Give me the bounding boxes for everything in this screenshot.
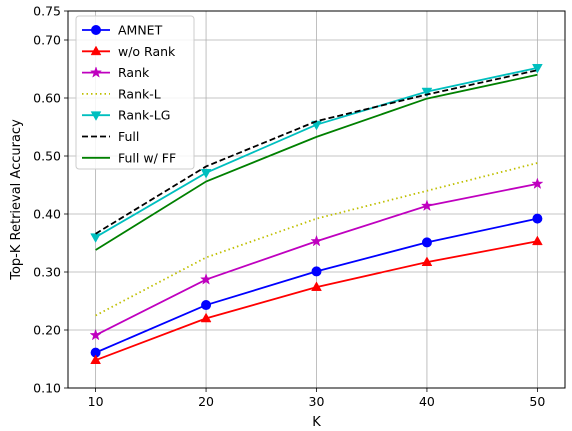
legend-label-rank-l: Rank-L xyxy=(118,86,161,101)
y-tick-label: 0.75 xyxy=(33,4,61,19)
data-point-amnet xyxy=(533,214,542,223)
y-tick-label: 0.40 xyxy=(33,207,61,222)
y-tick-label: 0.20 xyxy=(33,323,61,338)
legend-marker-amnet xyxy=(92,26,101,35)
x-tick-label: 10 xyxy=(88,394,104,409)
x-tick-label: 20 xyxy=(198,394,214,409)
y-tick-label: 0.50 xyxy=(33,149,61,164)
data-point-rank-lg xyxy=(201,169,211,178)
y-tick-label: 0.10 xyxy=(33,381,61,396)
x-tick-label: 50 xyxy=(529,394,545,409)
x-tick-label: 40 xyxy=(419,394,435,409)
data-point-amnet xyxy=(202,301,211,310)
y-tick-label: 0.30 xyxy=(33,265,61,280)
legend-label-amnet: AMNET xyxy=(118,23,163,38)
x-axis-label: K xyxy=(312,415,321,430)
legend-label-full-w-ff: Full w/ FF xyxy=(118,150,176,165)
y-tick-label: 0.70 xyxy=(33,33,61,48)
y-tick-label: 0.60 xyxy=(33,91,61,106)
legend: AMNET w/o Rank Rank Rank-L Rank-LG Full Full w… xyxy=(76,16,194,169)
legend-label-rank-lg: Rank-LG xyxy=(118,108,170,123)
legend-label-full: Full xyxy=(118,129,139,144)
y-axis-label: Top-K Retrieval Accuracy xyxy=(9,119,24,281)
data-point-w-o-rank xyxy=(532,236,542,245)
data-point-amnet xyxy=(312,267,321,276)
x-tick-label: 30 xyxy=(309,394,325,409)
legend-label-w-o-rank: w/o Rank xyxy=(118,44,176,59)
data-point-amnet xyxy=(422,238,431,247)
data-point-rank-lg xyxy=(91,234,101,243)
legend-label-rank: Rank xyxy=(118,65,150,80)
